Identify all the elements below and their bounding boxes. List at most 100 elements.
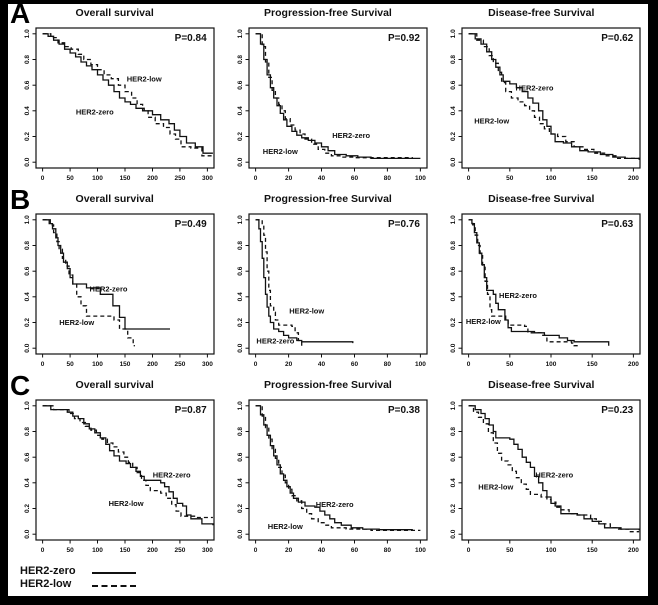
figure-legend: HER2-zero HER2-low — [20, 564, 648, 590]
svg-text:60: 60 — [351, 361, 359, 368]
svg-text:200: 200 — [147, 175, 158, 182]
svg-text:0.0: 0.0 — [450, 343, 457, 352]
figure-canvas: A Overall survival 0 50 100 150 200 250 300 0.0… — [8, 0, 648, 596]
km-chart: 0 50 100 150 200 250 300 0.0 0.2 0.4 0.6 0.8 1.0 HER2… — [24, 27, 215, 182]
chart-title: Progression-free Survival — [264, 193, 392, 205]
km-panel-b-overall: Overall survival 0 50 100 150 200 250 300 0.0 0.… — [8, 190, 221, 376]
svg-text:0.2: 0.2 — [24, 132, 31, 141]
chart-area: 0 50 100 150 200 0.0 0.2 0.4 0.6 0.8 1.0 HER2-zero H… — [436, 206, 646, 374]
svg-text:HER2-zero: HER2-zero — [516, 83, 554, 92]
svg-text:0.0: 0.0 — [237, 529, 244, 538]
svg-text:HER2-low: HER2-low — [126, 74, 161, 83]
svg-text:0.2: 0.2 — [24, 318, 31, 327]
svg-text:50: 50 — [506, 361, 514, 368]
svg-text:0.6: 0.6 — [450, 452, 457, 461]
svg-text:0.2: 0.2 — [24, 504, 31, 513]
svg-text:0.0: 0.0 — [24, 157, 31, 166]
svg-text:0.6: 0.6 — [237, 80, 244, 89]
dashed-line-icon — [92, 584, 136, 587]
p-value: P=0.38 — [387, 405, 420, 416]
svg-text:200: 200 — [628, 175, 639, 182]
svg-text:200: 200 — [147, 361, 158, 368]
svg-text:150: 150 — [587, 175, 598, 182]
legend-item-her2-zero: HER2-zero — [20, 564, 648, 577]
svg-text:0.8: 0.8 — [24, 241, 31, 250]
svg-text:250: 250 — [174, 175, 185, 182]
svg-text:0.2: 0.2 — [237, 504, 244, 513]
svg-text:150: 150 — [119, 547, 130, 554]
km-panel-a-dfs: Disease-free Survival 0 50 100 150 200 0.0 0.2… — [435, 4, 648, 190]
chart-title: Disease-free Survival — [488, 193, 595, 205]
svg-text:0.4: 0.4 — [450, 478, 457, 487]
svg-text:0.4: 0.4 — [237, 292, 244, 301]
svg-text:100: 100 — [546, 175, 557, 182]
svg-text:HER2-zero: HER2-zero — [152, 471, 190, 480]
km-panel-a-pfs: Progression-free Survival 0 20 40 60 80 100 0.… — [221, 4, 434, 190]
svg-text:80: 80 — [384, 361, 392, 368]
legend-label: HER2-zero — [20, 564, 76, 577]
p-value: P=0.23 — [601, 405, 634, 416]
svg-text:HER2-zero: HER2-zero — [499, 291, 537, 300]
svg-text:0.8: 0.8 — [237, 427, 244, 436]
p-value: P=0.62 — [601, 33, 634, 44]
km-panel-b-dfs: Disease-free Survival 0 50 100 150 200 0.0 0.2… — [435, 190, 648, 376]
svg-text:100: 100 — [415, 547, 426, 554]
chart-area: 0 20 40 60 80 100 0.0 0.2 0.4 0.6 0.8 1.0 HER2-low HE… — [223, 206, 433, 374]
svg-text:40: 40 — [318, 175, 326, 182]
svg-text:0.4: 0.4 — [450, 292, 457, 301]
figure-row-a: A Overall survival 0 50 100 150 200 250 300 0.0… — [8, 0, 648, 190]
svg-text:1.0: 1.0 — [450, 29, 457, 38]
svg-text:1.0: 1.0 — [24, 215, 31, 224]
svg-text:1.0: 1.0 — [237, 401, 244, 410]
p-value: P=0.76 — [387, 219, 420, 230]
svg-text:40: 40 — [318, 361, 326, 368]
svg-text:1.0: 1.0 — [450, 215, 457, 224]
km-panel-a-overall: Overall survival 0 50 100 150 200 250 300 0.0 0.… — [8, 4, 221, 190]
svg-text:0.4: 0.4 — [24, 478, 31, 487]
chart-title: Overall survival — [75, 7, 154, 19]
chart-area: 0 50 100 150 200 250 300 0.0 0.2 0.4 0.6 0.8 1.0 HER2… — [10, 392, 220, 560]
svg-text:1.0: 1.0 — [24, 401, 31, 410]
svg-text:0: 0 — [467, 547, 471, 554]
chart-area: 0 50 100 150 200 250 300 0.0 0.2 0.4 0.6 0.8 1.0 HER2… — [10, 206, 220, 374]
svg-text:0.4: 0.4 — [237, 478, 244, 487]
chart-title: Overall survival — [75, 193, 154, 205]
svg-text:0.2: 0.2 — [450, 318, 457, 327]
svg-text:HER2-low: HER2-low — [268, 522, 303, 531]
svg-text:0.0: 0.0 — [237, 157, 244, 166]
km-panel-c-pfs: Progression-free Survival 0 20 40 60 80 100 0.… — [221, 376, 434, 562]
svg-text:HER2-zero: HER2-zero — [316, 500, 354, 509]
svg-text:0.8: 0.8 — [237, 55, 244, 64]
svg-text:300: 300 — [202, 361, 213, 368]
svg-text:0.6: 0.6 — [24, 452, 31, 461]
svg-text:0.2: 0.2 — [237, 132, 244, 141]
section-label-c: C — [10, 370, 31, 401]
legend-label: HER2-low — [20, 577, 72, 590]
svg-text:HER2-low: HER2-low — [466, 317, 501, 326]
svg-text:20: 20 — [285, 547, 293, 554]
svg-text:80: 80 — [384, 175, 392, 182]
svg-text:200: 200 — [147, 547, 158, 554]
svg-text:0.0: 0.0 — [450, 529, 457, 538]
chart-title: Disease-free Survival — [488, 7, 595, 19]
svg-text:1.0: 1.0 — [237, 29, 244, 38]
solid-line-icon — [92, 571, 136, 574]
svg-text:HER2-zero: HER2-zero — [256, 337, 294, 346]
svg-text:100: 100 — [546, 361, 557, 368]
svg-text:200: 200 — [628, 361, 639, 368]
svg-text:0: 0 — [40, 175, 44, 182]
svg-text:0: 0 — [467, 361, 471, 368]
p-value: P=0.49 — [174, 219, 207, 230]
svg-text:0.8: 0.8 — [450, 55, 457, 64]
svg-text:0.2: 0.2 — [450, 504, 457, 513]
svg-text:200: 200 — [628, 547, 639, 554]
chart-area: 0 50 100 150 200 0.0 0.2 0.4 0.6 0.8 1.0 HER2-zero H… — [436, 392, 646, 560]
svg-text:1.0: 1.0 — [24, 29, 31, 38]
svg-text:0: 0 — [254, 175, 258, 182]
svg-text:0: 0 — [254, 547, 258, 554]
km-panel-b-pfs: Progression-free Survival 0 20 40 60 80 100 0.… — [221, 190, 434, 376]
chart-area: 0 20 40 60 80 100 0.0 0.2 0.4 0.6 0.8 1.0 HER2-zero H… — [223, 20, 433, 188]
svg-text:1.0: 1.0 — [450, 401, 457, 410]
svg-text:20: 20 — [285, 175, 293, 182]
